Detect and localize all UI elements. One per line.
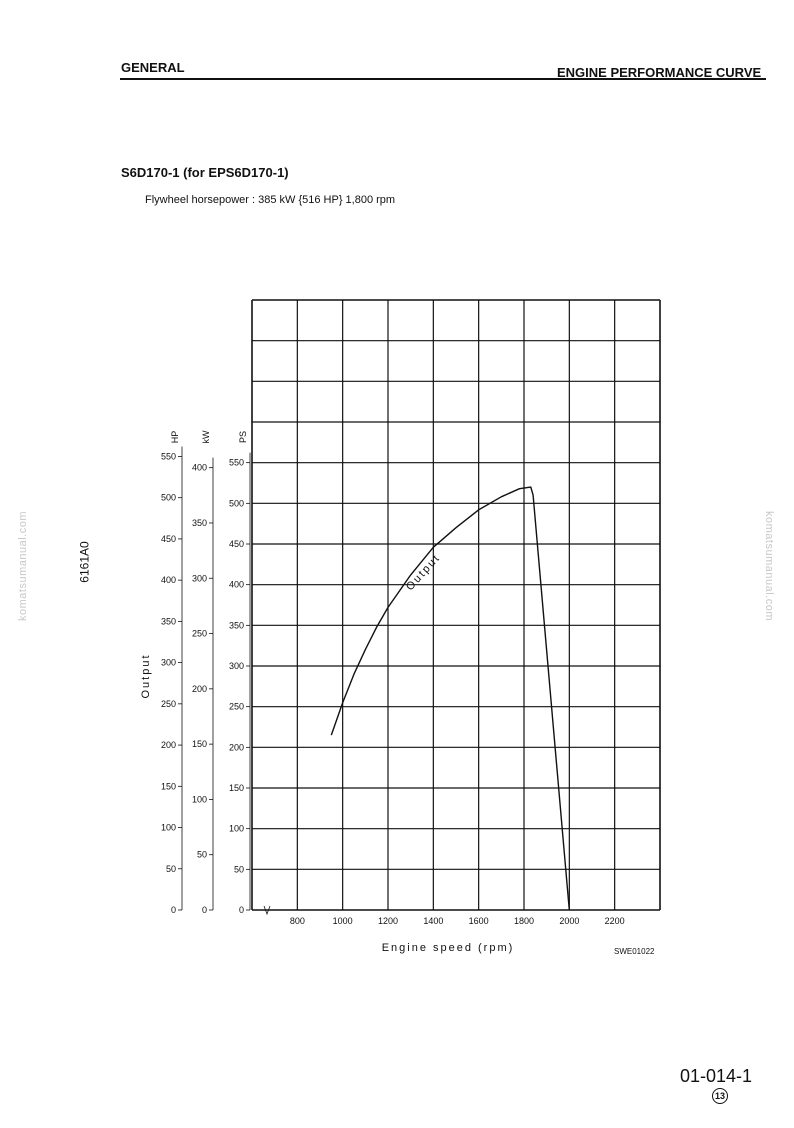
hp-tick-label: 300 — [161, 658, 176, 668]
ps-tick-label: 100 — [229, 824, 244, 834]
ps-unit-label: PS — [238, 431, 248, 443]
hp-tick-label: 100 — [161, 823, 176, 833]
chart-grid — [251, 299, 661, 911]
figure-code: SWE01022 — [614, 947, 655, 956]
ps-tick-label: 450 — [229, 539, 244, 549]
page-number: 01-014-1 — [680, 1066, 753, 1086]
x-axis-label: Engine speed (rpm) — [382, 942, 515, 954]
x-tick-label: 1400 — [423, 916, 443, 926]
section-subtitle: Flywheel horsepower : 385 kW {516 HP} 1,… — [145, 194, 396, 206]
hp-tick-label: 250 — [161, 699, 176, 709]
x-tick-label: 1000 — [333, 916, 353, 926]
hp-tick-label: 150 — [161, 781, 176, 791]
hp-tick-label: 500 — [161, 493, 176, 503]
hp-tick-label: 400 — [161, 575, 176, 585]
header-right: ENGINE PERFORMANCE CURVE — [557, 65, 762, 80]
kw-tick-label: 100 — [192, 794, 207, 804]
kw-tick-label: 200 — [192, 684, 207, 694]
revision-mark: 13 — [712, 1088, 728, 1104]
kw-unit-label: kW — [201, 430, 211, 444]
kw-tick-label: 0 — [202, 905, 207, 915]
kw-tick-label: 50 — [197, 850, 207, 860]
chart-series — [330, 486, 570, 911]
x-tick-label: 2200 — [605, 916, 625, 926]
ps-tick-label: 200 — [229, 742, 244, 752]
hp-tick-label: 50 — [166, 864, 176, 874]
y-axis-label: Output — [140, 653, 152, 698]
chart-axes: 800 1000 1200 1400 1600 1800 2000 2200050100150… — [161, 430, 625, 926]
x-tick-label: 1800 — [514, 916, 534, 926]
x-tick-label: 2000 — [559, 916, 579, 926]
ps-tick-label: 150 — [229, 783, 244, 793]
ps-tick-label: 350 — [229, 620, 244, 630]
kw-tick-label: 150 — [192, 739, 207, 749]
output-curve — [330, 486, 570, 911]
hp-tick-label: 200 — [161, 740, 176, 750]
hp-tick-label: 0 — [171, 905, 176, 915]
section-title: S6D170-1 (for EPS6D170-1) — [121, 165, 289, 180]
ps-tick-label: 250 — [229, 702, 244, 712]
ps-tick-label: 550 — [229, 458, 244, 468]
x-tick-label: 800 — [290, 916, 305, 926]
ps-tick-label: 50 — [234, 864, 244, 874]
ps-tick-label: 400 — [229, 580, 244, 590]
axis-break-icon — [263, 905, 271, 916]
hp-tick-label: 350 — [161, 616, 176, 626]
header-left: GENERAL — [121, 60, 185, 75]
header-rule — [120, 78, 766, 80]
x-tick-label: 1200 — [378, 916, 398, 926]
x-tick-label: 1600 — [469, 916, 489, 926]
ps-tick-label: 500 — [229, 498, 244, 508]
ps-tick-label: 0 — [239, 905, 244, 915]
hp-tick-label: 550 — [161, 451, 176, 461]
kw-tick-label: 250 — [192, 629, 207, 639]
kw-tick-label: 300 — [192, 573, 207, 583]
hp-tick-label: 450 — [161, 534, 176, 544]
kw-tick-label: 400 — [192, 463, 207, 473]
ps-tick-label: 300 — [229, 661, 244, 671]
kw-tick-label: 350 — [192, 518, 207, 528]
series-label-output: Output — [404, 552, 443, 593]
hp-unit-label: HP — [170, 431, 180, 444]
